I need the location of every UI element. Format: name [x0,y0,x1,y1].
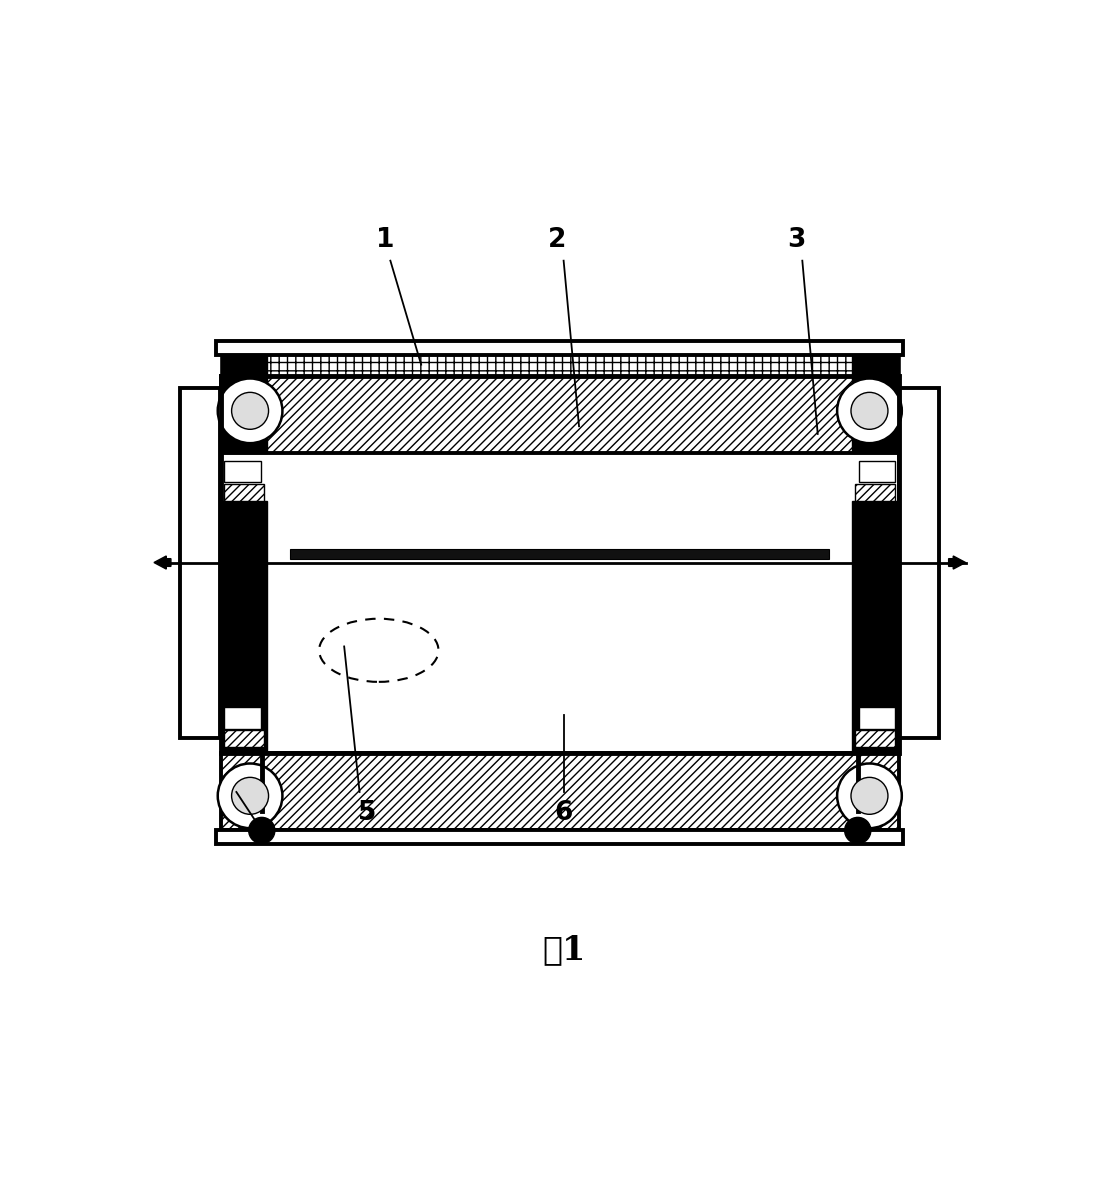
Circle shape [837,378,902,443]
Text: 3: 3 [787,227,806,253]
Text: 1: 1 [376,227,395,253]
Circle shape [218,764,282,828]
Text: 6: 6 [554,800,573,826]
Bar [853,500,899,563]
Bar [217,831,903,844]
Circle shape [845,818,870,844]
Circle shape [851,393,888,430]
Bar [221,563,267,753]
Text: 2: 2 [548,227,567,253]
FancyArrow shape [154,555,171,569]
Text: 5: 5 [358,800,377,826]
Bar [221,753,899,831]
Bar [853,563,899,753]
Bar [221,500,267,563]
Circle shape [837,764,902,828]
Bar [899,388,939,739]
Bar [855,484,896,500]
Bar [224,730,264,747]
Text: 4: 4 [220,800,237,826]
Bar [221,376,899,753]
Circle shape [232,777,268,814]
Bar [224,461,262,482]
Bar [221,353,899,376]
FancyArrow shape [948,555,966,569]
Circle shape [248,818,275,844]
Bar [858,707,896,729]
Bar [290,548,830,559]
Bar [855,730,896,747]
Bar [217,341,903,354]
Bar [224,484,264,500]
Bar [853,340,899,454]
Bar [267,566,853,753]
Circle shape [851,777,888,814]
Bar [221,340,267,454]
Bar [180,388,220,739]
Circle shape [232,393,268,430]
Bar [858,461,896,482]
Bar [267,456,853,548]
Text: 图1: 图1 [542,934,586,966]
Circle shape [218,378,282,443]
Bar [221,376,899,454]
Bar [224,707,262,729]
